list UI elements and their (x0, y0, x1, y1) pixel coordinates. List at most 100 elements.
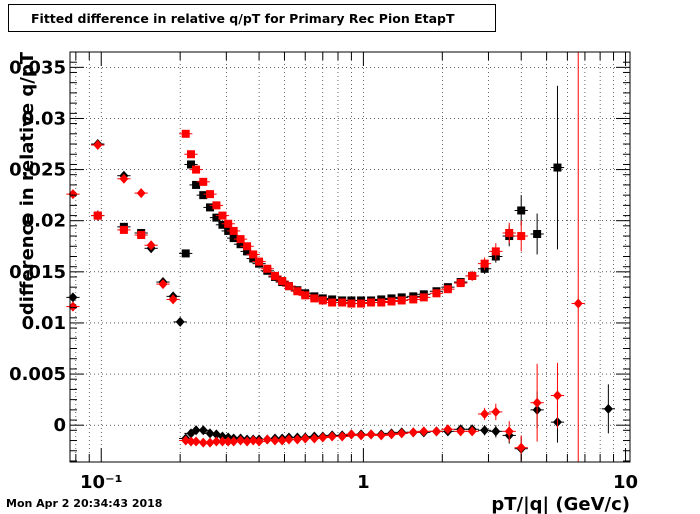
data-point (290, 287, 305, 296)
data-point (134, 188, 148, 199)
data-point (316, 296, 330, 305)
data-point (316, 432, 330, 443)
square-marker (192, 165, 201, 174)
square-marker (409, 295, 418, 304)
data-point (209, 201, 224, 210)
diamond-marker (198, 437, 208, 448)
data-point (335, 298, 349, 307)
square-marker (347, 299, 356, 308)
square-marker (443, 285, 452, 294)
diamond-marker (480, 408, 490, 419)
data-point (91, 140, 105, 151)
diamond-marker (408, 427, 418, 438)
data-point (233, 235, 248, 244)
square-marker (377, 298, 386, 307)
data-point (477, 425, 492, 436)
square-marker (270, 271, 279, 280)
square-marker (432, 289, 441, 298)
data-point (66, 301, 80, 312)
data-point (252, 257, 266, 266)
square-marker (456, 279, 465, 288)
square-marker (517, 232, 526, 241)
square-marker (468, 271, 477, 280)
data-point (429, 289, 444, 298)
square-marker (229, 226, 238, 235)
data-point (246, 250, 260, 259)
y-axis-label: difference in relative q/pT (17, 51, 38, 315)
square-marker (328, 298, 337, 307)
y-tick-label: 0 (53, 415, 66, 436)
square-marker (218, 220, 227, 229)
square-marker (367, 298, 376, 307)
square-marker (284, 282, 293, 291)
y-tick-label: 0.025 (9, 160, 66, 181)
diamond-marker (456, 426, 466, 437)
data-point (173, 316, 187, 327)
data-point (489, 403, 503, 421)
diamond-marker (386, 429, 396, 440)
square-marker (199, 177, 208, 186)
diamond-marker (175, 316, 185, 327)
data-point (502, 421, 516, 442)
square-marker (224, 219, 233, 228)
diamond-marker (309, 433, 319, 444)
square-marker (387, 297, 396, 306)
data-point (530, 363, 544, 442)
data-point (91, 210, 105, 221)
square-marker (533, 229, 542, 238)
square-marker (243, 242, 252, 251)
square-marker (419, 293, 428, 302)
square-marker (255, 257, 264, 266)
square-marker (199, 191, 208, 200)
y-tick-label: 0.035 (9, 57, 66, 78)
diamond-marker (146, 240, 156, 251)
diamond-marker (300, 433, 310, 444)
square-marker (206, 203, 215, 212)
diamond-marker (242, 436, 252, 447)
diamond-marker (93, 140, 103, 151)
data-point (477, 407, 492, 421)
data-point (307, 294, 321, 303)
data-point (117, 225, 131, 234)
data-point (417, 426, 431, 437)
square-marker (137, 231, 146, 240)
square-marker (338, 298, 347, 307)
diamond-marker (552, 390, 562, 401)
diamond-marker (68, 189, 78, 200)
square-marker (243, 247, 252, 256)
data-point (166, 294, 180, 305)
data-point (530, 213, 544, 255)
y-tick-label: 0.03 (22, 108, 66, 129)
diamond-marker (191, 425, 201, 436)
data-point (179, 129, 193, 138)
square-marker (491, 247, 500, 256)
diamond-marker (262, 434, 272, 445)
data-point (429, 426, 444, 437)
timestamp: Mon Apr 2 20:34:43 2018 (6, 497, 163, 510)
diamond-marker (516, 442, 526, 453)
data-point (550, 362, 565, 429)
diamond-marker (205, 428, 215, 439)
square-marker (397, 296, 406, 305)
diamond-marker (431, 426, 441, 437)
diamond-marker (318, 432, 328, 443)
square-marker (310, 294, 319, 303)
data-point (156, 279, 170, 290)
data-point (144, 240, 158, 251)
square-marker (229, 234, 238, 243)
square-marker (212, 201, 221, 210)
diamond-marker (158, 279, 168, 290)
data-marks (66, 52, 615, 462)
data-point (384, 297, 399, 306)
diamond-marker (198, 425, 208, 436)
x-axis-label: pT/|q| (GeV/c) (491, 494, 630, 514)
data-point (417, 293, 431, 302)
data-point (465, 426, 479, 437)
diamond-marker (191, 436, 201, 447)
data-point (215, 211, 230, 220)
diamond-marker (270, 435, 280, 446)
diamond-marker (480, 425, 490, 436)
data-point (477, 257, 492, 270)
diamond-marker (397, 428, 407, 439)
square-marker (93, 211, 102, 220)
